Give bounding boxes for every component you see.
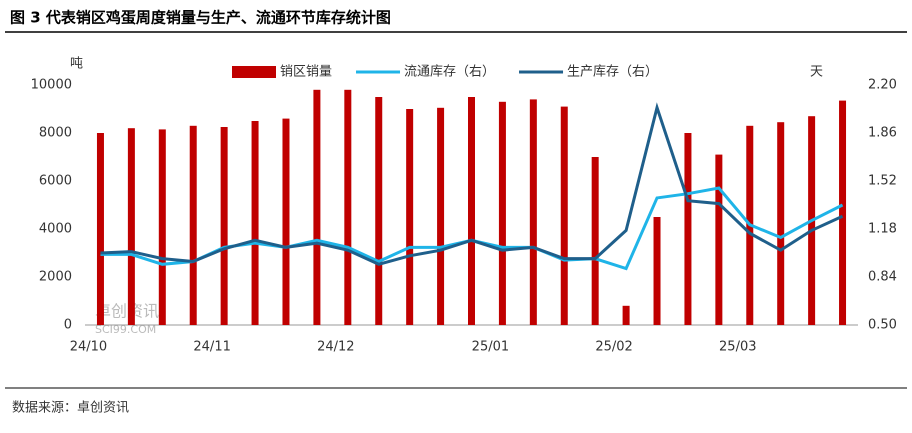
watermark: 卓创资讯 [95,302,159,321]
bar [96,133,104,325]
bar [220,127,228,325]
y-unit: 吨 [70,57,83,72]
y-tick-label: 8000 [39,126,72,141]
bar [468,97,475,325]
bar [406,109,414,325]
bar [591,157,599,325]
x-tick-label: 25/03 [719,340,756,355]
bar [622,305,630,325]
bar [344,89,352,325]
legend-label: 生产库存（右） [567,64,658,80]
bar [127,128,135,325]
bar [437,107,445,325]
bar [684,133,692,325]
bar [560,106,568,325]
bar [158,129,166,325]
watermark: SCI99.COM [95,323,156,336]
x-tick-label: 25/01 [472,340,509,355]
x-tick-label: 24/12 [317,340,354,355]
y-tick-label: 0 [64,318,72,333]
y2-tick-label: 0.50 [868,318,897,333]
x-tick-label: 25/02 [595,340,632,355]
bar [498,101,506,325]
line [100,102,844,266]
bar [313,89,321,325]
bar [839,100,847,325]
bar [529,99,537,326]
legend-label: 流通库存（右） [404,64,495,80]
y2-tick-label: 2.20 [868,78,897,93]
bar [189,125,197,325]
y-tick-label: 10000 [31,78,72,93]
bar [251,121,259,325]
x-tick-label: 24/11 [193,340,230,355]
source: 数据来源：卓创资讯 [12,401,129,416]
y2-tick-label: 1.52 [868,174,897,189]
y-tick-label: 2000 [39,270,72,285]
legend-label: 销区销量 [280,65,332,80]
bar [777,122,785,325]
y2-tick-label: 1.18 [868,222,897,237]
bar [282,118,290,325]
legend-swatch [232,66,276,78]
chart-title: 图 3 代表销区鸡蛋周度销量与生产、流通环节库存统计图 [10,9,391,27]
bar [715,154,723,325]
y2-tick-label: 0.84 [868,270,897,285]
y-tick-label: 4000 [39,222,72,237]
y2-tick-label: 1.86 [868,126,897,141]
bar [653,217,661,325]
bar [375,97,383,325]
y2-unit: 天 [810,65,823,80]
x-tick-label: 24/10 [70,340,107,355]
y-tick-label: 6000 [39,174,72,189]
